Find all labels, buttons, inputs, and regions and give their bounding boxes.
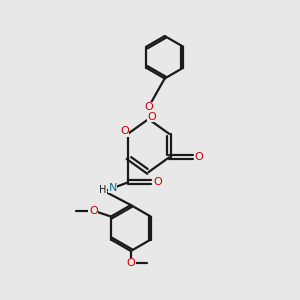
Text: N: N [108,183,117,193]
Text: H: H [99,185,106,195]
Text: O: O [120,126,129,136]
Text: O: O [89,206,98,216]
Text: O: O [148,112,156,122]
Text: O: O [127,258,135,268]
Text: O: O [144,102,153,112]
Text: O: O [154,177,162,188]
Text: O: O [195,152,203,162]
